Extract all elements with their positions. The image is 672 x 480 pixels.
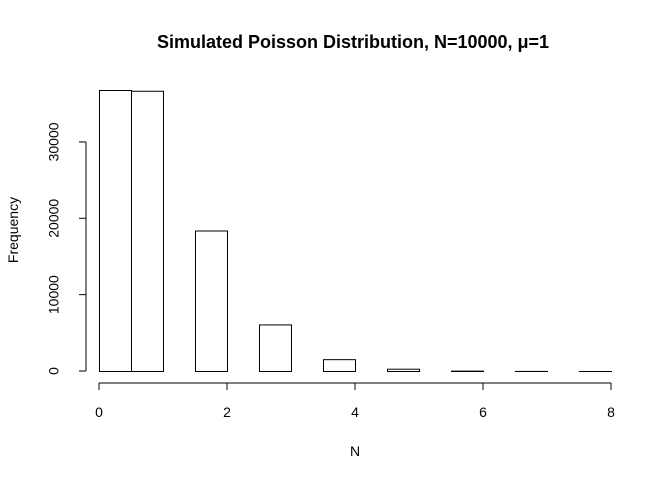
y-axis: 0 10000 20000 30000: [46, 122, 87, 375]
bar-1: [131, 90, 164, 373]
bar-3: [195, 230, 228, 372]
x-tick-label-4: 8: [607, 404, 615, 420]
x-axis-label: N: [350, 443, 360, 459]
x-axis: 0 2 4 6 8: [95, 382, 615, 420]
y-tick-label-3: 30000: [46, 122, 62, 161]
bar-9: [387, 368, 420, 372]
y-tick-label-1: 10000: [46, 275, 62, 314]
x-tick-label-0: 0: [95, 404, 103, 420]
bars-group: [99, 90, 612, 373]
bar-7: [323, 359, 356, 372]
y-tick-label-2: 20000: [46, 199, 62, 238]
y-axis-label: Frequency: [5, 197, 21, 263]
y-tick-label-0: 0: [46, 367, 62, 375]
x-tick-label-2: 4: [351, 404, 359, 420]
x-tick-label-1: 2: [223, 404, 231, 420]
bar-0: [99, 90, 132, 372]
chart-title: Simulated Poisson Distribution, N=10000,…: [157, 32, 549, 52]
bar-5: [259, 324, 292, 373]
x-tick-label-3: 6: [479, 404, 487, 420]
